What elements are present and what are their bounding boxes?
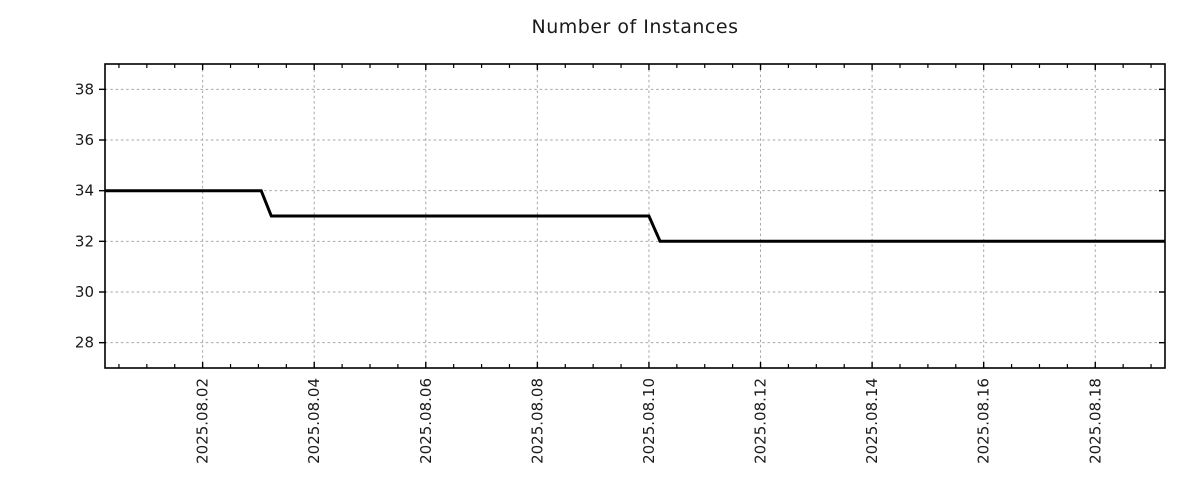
x-tick-label: 2025.08.18 bbox=[1086, 378, 1104, 464]
y-tick-label: 34 bbox=[75, 182, 94, 200]
x-tick-label: 2025.08.14 bbox=[863, 378, 881, 464]
series-line-instances bbox=[105, 189, 1165, 243]
x-tick-label: 2025.08.04 bbox=[305, 378, 323, 464]
x-tick-label: 2025.08.10 bbox=[640, 378, 658, 464]
x-tick-label: 2025.08.06 bbox=[417, 378, 435, 464]
x-tick-label: 2025.08.08 bbox=[528, 378, 546, 464]
x-tick-label: 2025.08.16 bbox=[975, 378, 993, 464]
chart-title: Number of Instances bbox=[531, 16, 739, 38]
x-tick-label: 2025.08.12 bbox=[752, 378, 770, 464]
plot-border bbox=[104, 63, 1166, 369]
x-tick-label: 2025.08.02 bbox=[194, 378, 212, 464]
y-tick-label: 38 bbox=[75, 80, 94, 98]
y-tick-label: 36 bbox=[75, 131, 94, 149]
y-tick-label: 32 bbox=[75, 232, 94, 250]
y-tick-label: 30 bbox=[75, 283, 94, 301]
y-tick-label: 28 bbox=[75, 334, 94, 352]
